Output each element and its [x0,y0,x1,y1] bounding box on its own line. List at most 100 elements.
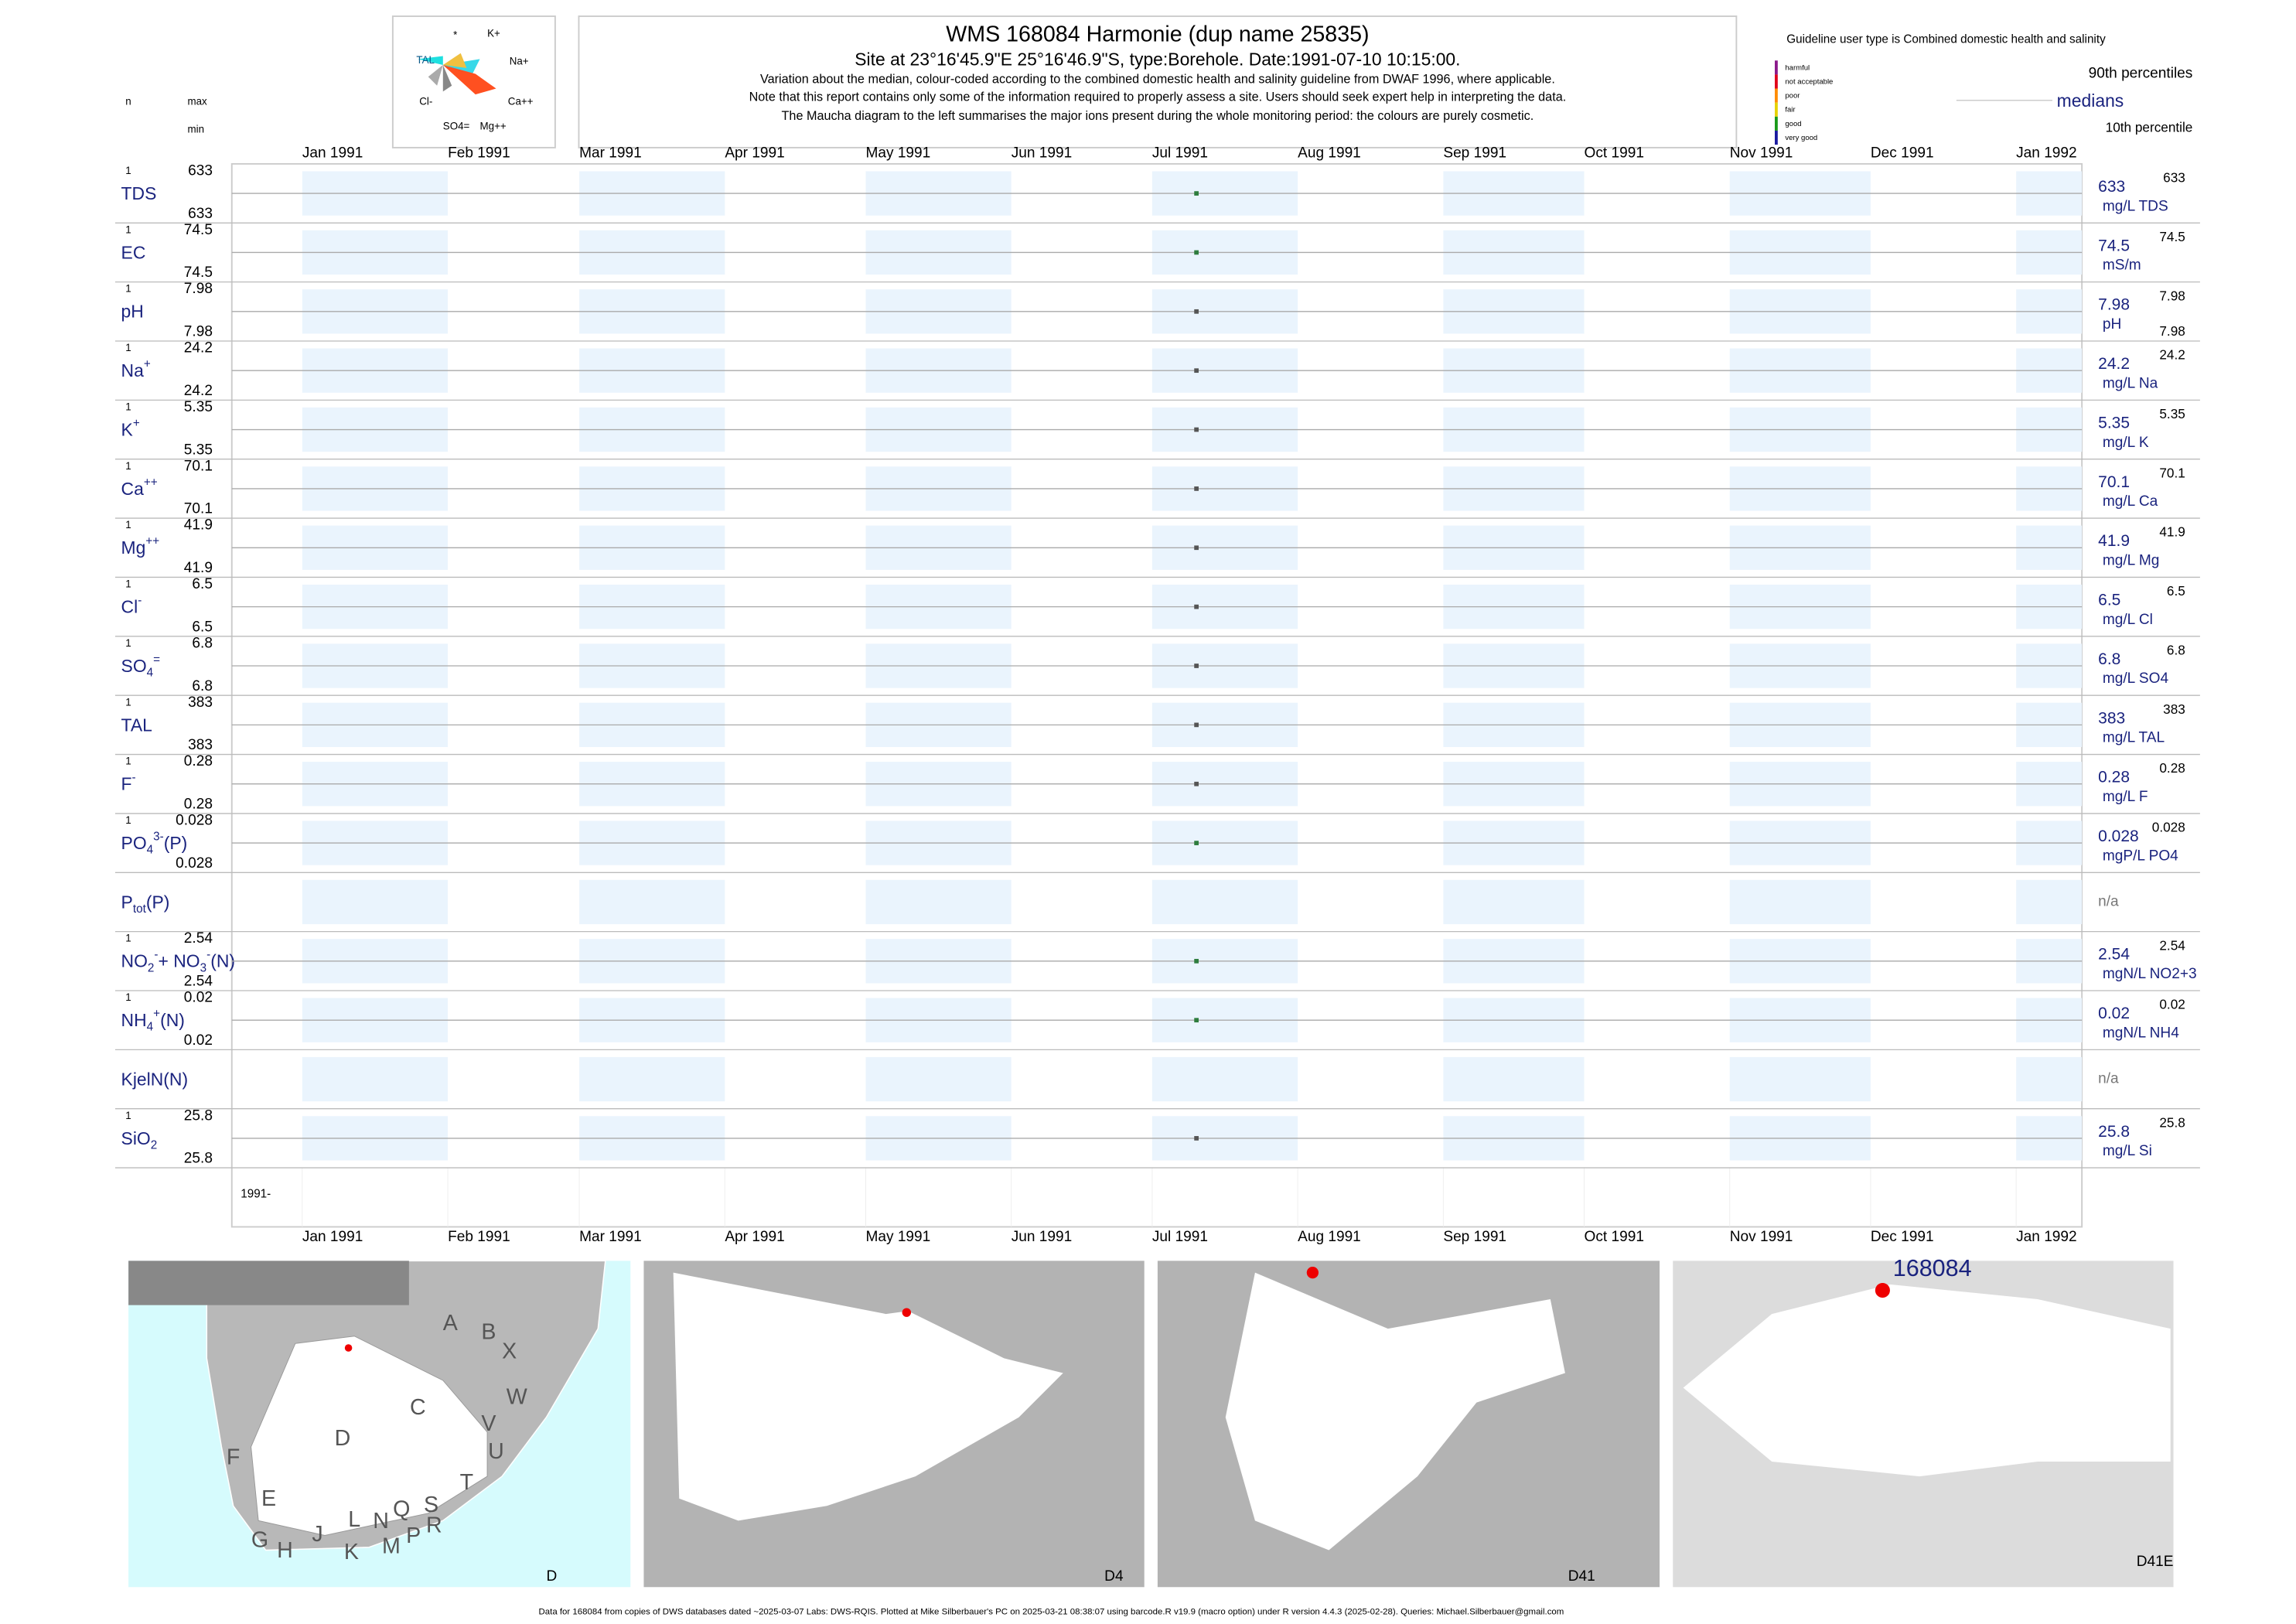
min: 0.02 [184,1032,213,1049]
p10: 7.98 [2159,323,2185,339]
label-part: PO [121,833,147,853]
month-band [1443,1056,1585,1102]
median: 0.028 [2098,827,2139,845]
label-part: + [144,358,151,371]
month-label: Jan 1992 [2016,145,2077,162]
month-band [865,879,1012,925]
guideline-title: Guideline user type is Combined domestic… [1786,33,2106,46]
maucha-label: Na+ [510,56,529,67]
p90: 70.1 [2159,465,2185,480]
min: 41.9 [184,560,213,576]
median: 74.5 [2098,237,2130,254]
month-band [1729,879,1871,925]
max: 6.5 [192,576,213,592]
max: 2.54 [184,930,213,947]
map-region: M [382,1534,401,1558]
label-part: NO [121,951,148,971]
p90: 0.28 [2159,760,2185,776]
month-band [579,1056,725,1102]
median: 41.9 [2098,532,2130,550]
unit: pH [2103,316,2121,333]
label-part: + NO [159,951,200,971]
month-label: May 1991 [865,145,930,162]
min: 0.028 [176,855,213,872]
month-label: Dec 1991 [1871,1229,1934,1245]
row-label: Cl- [121,594,142,617]
median: 5.35 [2098,414,2130,432]
map-region: H [277,1538,293,1563]
map-region: F [227,1445,241,1470]
unit: mS/m [2103,258,2141,274]
max: 0.28 [184,753,213,769]
max: 25.8 [184,1107,213,1124]
label-part: KjelN(N) [121,1070,189,1090]
map-region: L [348,1507,360,1532]
guideline-level: harmful [1785,63,1810,72]
map-region: X [502,1339,517,1363]
month-band [865,1056,1012,1102]
month-label: Jul 1991 [1152,1229,1208,1245]
map-region: N [373,1509,389,1534]
unit: mg/L Na [2103,375,2158,391]
col-head: min [187,124,204,135]
month-band [1729,1056,1871,1102]
month-label: Jul 1991 [1152,145,1208,162]
label-part: (N) [210,951,235,971]
label-part: pH [121,302,144,322]
map-region: K [344,1540,359,1564]
row-label: EC [121,242,146,262]
row-label: TDS [121,183,157,203]
min: 633 [188,206,213,222]
label-part: TDS [121,183,157,203]
sample-point [1194,664,1199,668]
month-label: Sep 1991 [1443,1229,1506,1245]
guideline-level: not acceptable [1785,77,1833,86]
sample-point [1194,1018,1199,1023]
label-part: - [206,948,210,961]
label-part: + [153,1008,160,1021]
n: 1 [125,578,131,590]
month-label: Jan 1992 [2016,1229,2077,1245]
month-band [1151,879,1298,925]
label-part: Mg [121,537,146,558]
sample-point [1194,781,1199,786]
p90: 41.9 [2159,524,2185,540]
row-label: K+ [121,417,140,440]
month-band [302,879,449,925]
label-part: EC [121,242,146,262]
map-label: D4 [1104,1568,1124,1585]
legend-p10: 10th percentile [2106,120,2193,135]
map-region: E [261,1486,276,1511]
sample-point [1194,250,1199,255]
max: 5.35 [184,399,213,415]
n: 1 [125,401,131,412]
row-label: pH [121,302,144,322]
maucha-label: Ca++ [508,95,534,107]
min: 5.35 [184,442,213,458]
unit: mg/L Ca [2103,493,2158,510]
maucha-label: Cl- [419,95,432,107]
unit: mgN/L NO2+3 [2103,966,2197,982]
unit: mgP/L PO4 [2103,848,2178,864]
max: 70.1 [184,458,213,474]
guideline-swatch [1775,60,1778,75]
guideline-level: good [1785,120,1801,128]
map-region: G [251,1528,268,1553]
month-label: Aug 1991 [1298,145,1361,162]
month-band [1443,879,1585,925]
label-part: + [133,417,140,430]
month-band [579,879,725,925]
label-part: 4 [147,667,154,680]
guideline-swatch [1775,130,1778,145]
footer: Data for 168084 from copies of DWS datab… [539,1608,1564,1617]
na: n/a [2098,894,2119,910]
map-region: V [481,1411,496,1436]
sample-point [1194,545,1199,551]
label-part: SiO [121,1128,151,1148]
min: 74.5 [184,264,213,281]
p90: 25.8 [2159,1114,2185,1130]
label-part: NH [121,1010,147,1030]
month-label: Jan 1991 [302,1229,363,1245]
sample-point [1194,841,1199,845]
median: 24.2 [2098,355,2130,373]
